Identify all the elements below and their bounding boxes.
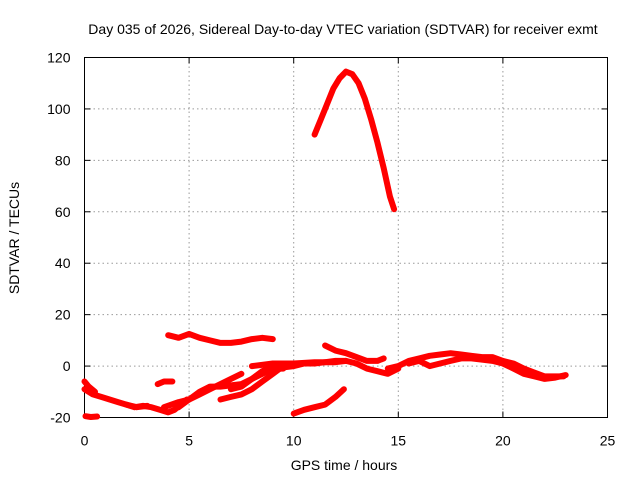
y-tick-label: 80: [55, 152, 71, 168]
tick-layer: 0 5 10 15 20 25 -20 0 20 40 60 80 100 120: [47, 50, 615, 449]
series-line-sat-o: [405, 355, 569, 382]
y-tick-label: 0: [63, 358, 71, 374]
series-line-sat-m: [290, 386, 347, 417]
y-tick-label: -20: [50, 410, 70, 426]
series-line-sat-i: [217, 363, 287, 403]
y-axis-label: SDTVAR / TECUs: [6, 182, 22, 294]
series-line-sat-d: [165, 330, 276, 346]
x-tick-label: 20: [495, 433, 511, 449]
series-line-sat-e: [154, 378, 176, 388]
y-tick-label: 120: [47, 50, 71, 66]
series-line-sat-b: [81, 378, 98, 395]
x-tick-label: 5: [185, 433, 193, 449]
y-tick-label: 20: [55, 307, 71, 323]
x-tick-label: 25: [600, 433, 616, 449]
chart-title: Day 035 of 2026, Sidereal Day-to-day VTE…: [88, 21, 597, 37]
x-axis-label: GPS time / hours: [291, 457, 398, 473]
series-line-sat-peak: [311, 68, 398, 213]
series-layer: [81, 68, 569, 420]
x-tick-label: 10: [286, 433, 302, 449]
series-line-sat-l: [322, 342, 387, 364]
x-tick-label: 15: [391, 433, 407, 449]
y-tick-label: 60: [55, 204, 71, 220]
series-line-sat-c: [82, 413, 101, 420]
grid-layer: [84, 57, 608, 418]
y-tick-label: 40: [55, 255, 71, 271]
x-tick-label: 0: [81, 433, 89, 449]
series-line-sat-f: [123, 401, 151, 411]
plot-frame: [84, 57, 608, 418]
series-line-sat-k: [248, 357, 402, 377]
y-tick-label: 100: [47, 101, 71, 117]
